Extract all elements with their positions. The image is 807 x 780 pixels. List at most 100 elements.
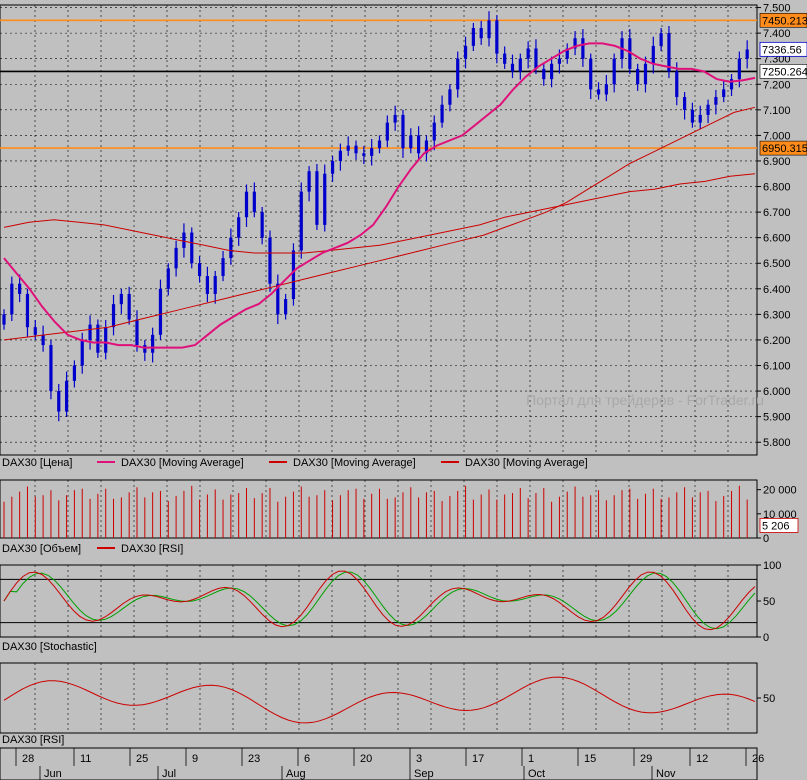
x-label-day-4: 23 [248,753,260,765]
price-body-20 [158,288,163,335]
price-body-81 [636,68,640,85]
panel-price [0,4,758,456]
price-body-87 [682,97,687,110]
ytick-label-price-17: 5.800 [763,437,791,449]
price-body-28 [221,258,225,277]
volume-legend-0: DAX30 [Объем] [2,543,81,555]
level-label-2: 6950.315 [762,143,807,155]
ytick-label-price-8: 6.700 [763,207,791,219]
price-body-23 [182,232,186,248]
ytick-label-price-7: 6.800 [763,182,791,194]
price-body-78 [612,58,616,85]
stoch-legend-0: DAX30 [Stochastic] [2,641,97,653]
level-label-1: 7250.264 [762,66,807,78]
price-body-45 [354,145,358,154]
price-body-30 [237,217,241,238]
price-body-76 [596,89,601,95]
level-label-box-0 [759,12,807,28]
x-label-month-1: Jul [162,768,176,780]
ytick-label-stoch-0: 100 [763,560,781,572]
price-body-22 [174,247,178,269]
x-axis-strip [0,747,758,780]
ytick-label-price-5: 7.000 [763,130,791,142]
price-body-85 [667,33,671,72]
price-body-70 [550,63,554,80]
price-body-62 [487,20,491,39]
price-body-4 [33,327,37,335]
level-label-0: 7450.213 [762,15,807,27]
panel-stoch [0,564,758,638]
ytick-label-price-15: 6.000 [763,386,791,398]
price-body-54 [424,140,429,154]
x-label-month-4: Oct [528,768,545,780]
price-legend-2: DAX30 [Moving Average] [293,457,416,469]
x-label-day-0: 28 [22,753,34,765]
price-body-66 [518,58,522,72]
ytick-label-price-16: 5.900 [763,412,791,424]
price-body-88 [690,109,695,123]
price-body-48 [377,140,382,149]
panel-vol [0,479,758,539]
x-label-month-0: Jun [44,768,62,780]
x-label-day-6: 20 [360,753,372,765]
price-body-1 [10,283,14,315]
price-body-44 [346,145,350,151]
price-body-34 [268,237,272,284]
price-body-71 [557,58,562,64]
watermark: Портал для трейдеров - ForTrader.ru [526,392,764,408]
ytick-label-price-3: 7.200 [763,79,791,91]
price-body-93 [729,79,734,90]
price-body-39 [307,171,311,192]
x-label-day-1: 11 [80,753,91,765]
ytick-label-stoch-2: 0 [763,632,769,644]
price-body-61 [479,28,483,39]
ytick-label-rsi-0: 50 [763,693,775,705]
price-body-74 [581,38,585,59]
ytick-label-vol-1: 10 000 [763,509,797,521]
price-body-80 [628,38,632,69]
price-body-21 [166,268,170,289]
price-body-7 [57,391,61,412]
price-body-86 [675,71,679,98]
volume-legend-1: DAX30 [RSI] [121,543,183,555]
ytick-label-price-4: 7.100 [763,105,791,117]
price-legend-1: DAX30 [Moving Average] [121,457,244,469]
price-body-47 [370,148,374,156]
price-body-64 [503,53,507,64]
price-body-15 [119,293,123,305]
price-body-6 [49,345,53,392]
ma-fast-line [3,42,756,349]
price-body-0 [2,314,6,325]
price-body-51 [401,114,405,149]
x-label-day-13: 26 [752,753,764,765]
ytick-label-price-1: 7.400 [763,28,791,40]
price-body-91 [714,97,718,105]
x-label-month-2: Aug [286,768,306,780]
ytick-label-vol-2: 0 [763,533,769,545]
price-body-19 [151,334,155,353]
rsi-line [3,676,756,724]
rsi-legend-0: DAX30 [RSI] [2,734,64,746]
price-body-69 [542,68,546,80]
panel-rsi [0,662,758,734]
price-body-16 [127,293,131,320]
ma-slow-line [3,173,756,254]
price-body-57 [448,89,452,105]
volume-last-label: 5 206 [762,520,790,532]
price-body-17 [135,319,139,346]
price-body-59 [463,45,468,59]
price-body-3 [25,293,30,328]
level-label-box-1 [759,64,807,79]
x-label-month-5: Nov [656,768,676,780]
price-body-92 [722,89,726,98]
price-legend-0: DAX30 [Цена] [2,457,72,469]
price-body-60 [471,28,475,46]
price-body-42 [330,160,335,174]
ytick-label-price-9: 6.600 [763,233,791,245]
price-body-82 [643,63,648,85]
price-body-35 [276,283,280,315]
price-body-56 [440,104,444,123]
price-body-25 [197,263,202,277]
